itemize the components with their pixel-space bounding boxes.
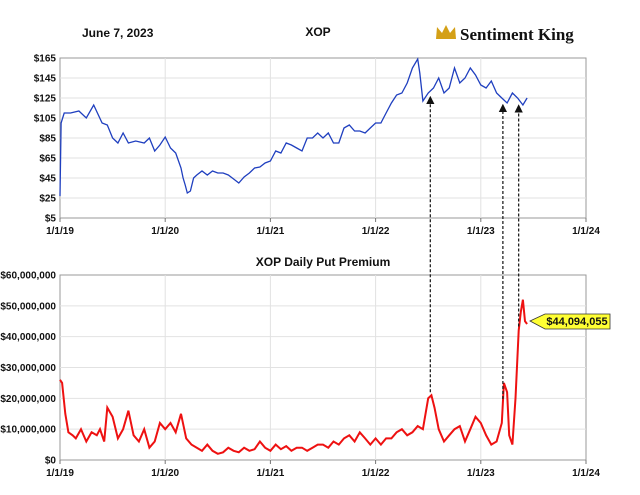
brand-logo: Sentiment King (436, 25, 574, 44)
chart1-y-axis: $5 $25 $45 $65 $85 $105 $125 $145 $165 (34, 54, 57, 225)
chart-date: June 7, 2023 (82, 26, 154, 40)
chart1-x-axis: 1/1/19 1/1/20 1/1/21 1/1/22 1/1/23 1/1/24 (46, 218, 600, 237)
x-tick-label: 1/1/21 (256, 468, 284, 479)
y-tick-label: $5 (45, 214, 57, 225)
chart2-gridlines (60, 275, 586, 460)
x-tick-label: 1/1/20 (151, 226, 179, 237)
y-tick-label: $30,000,000 (0, 363, 56, 374)
y-tick-label: $85 (39, 134, 56, 145)
chart2-x-axis: 1/1/19 1/1/20 1/1/21 1/1/22 1/1/23 1/1/24 (46, 460, 600, 479)
chart2-y-axis: $0 $10,000,000 $20,000,000 $30,000,000 $40,0… (0, 271, 56, 467)
x-tick-label: 1/1/24 (572, 226, 600, 237)
chart2-title: XOP Daily Put Premium (256, 255, 391, 269)
y-tick-label: $65 (39, 154, 56, 165)
x-tick-label: 1/1/19 (46, 468, 74, 479)
chart1-series-line (59, 57, 528, 197)
x-tick-label: 1/1/22 (362, 226, 390, 237)
brand-name: Sentiment King (460, 25, 574, 44)
chart1-gridlines (60, 58, 586, 218)
x-tick-label: 1/1/23 (467, 226, 495, 237)
x-tick-label: 1/1/24 (572, 468, 600, 479)
y-tick-label: $20,000,000 (0, 394, 56, 405)
callout-box (529, 313, 611, 330)
y-tick-label: $40,000,000 (0, 332, 56, 343)
signal-arrows (426, 95, 523, 399)
x-tick-label: 1/1/20 (151, 468, 179, 479)
y-tick-label: $25 (39, 194, 56, 205)
y-tick-label: $50,000,000 (0, 301, 56, 312)
y-tick-label: $45 (39, 174, 56, 185)
y-tick-label: $60,000,000 (0, 271, 56, 282)
crown-icon (436, 25, 456, 39)
x-tick-label: 1/1/21 (256, 226, 284, 237)
value-callout: $44,094,055 (529, 313, 611, 330)
y-tick-label: $125 (34, 94, 57, 105)
y-tick-label: $145 (34, 74, 57, 85)
y-tick-label: $105 (34, 114, 57, 125)
x-tick-label: 1/1/22 (362, 468, 390, 479)
y-tick-label: $165 (34, 54, 57, 65)
x-tick-label: 1/1/23 (467, 468, 495, 479)
chart2-series-line (59, 299, 528, 455)
callout-label: $44,094,055 (546, 316, 607, 328)
y-tick-label: $0 (45, 456, 57, 467)
chart1-title: XOP (305, 25, 330, 39)
y-tick-label: $10,000,000 (0, 425, 56, 436)
x-tick-label: 1/1/19 (46, 226, 74, 237)
